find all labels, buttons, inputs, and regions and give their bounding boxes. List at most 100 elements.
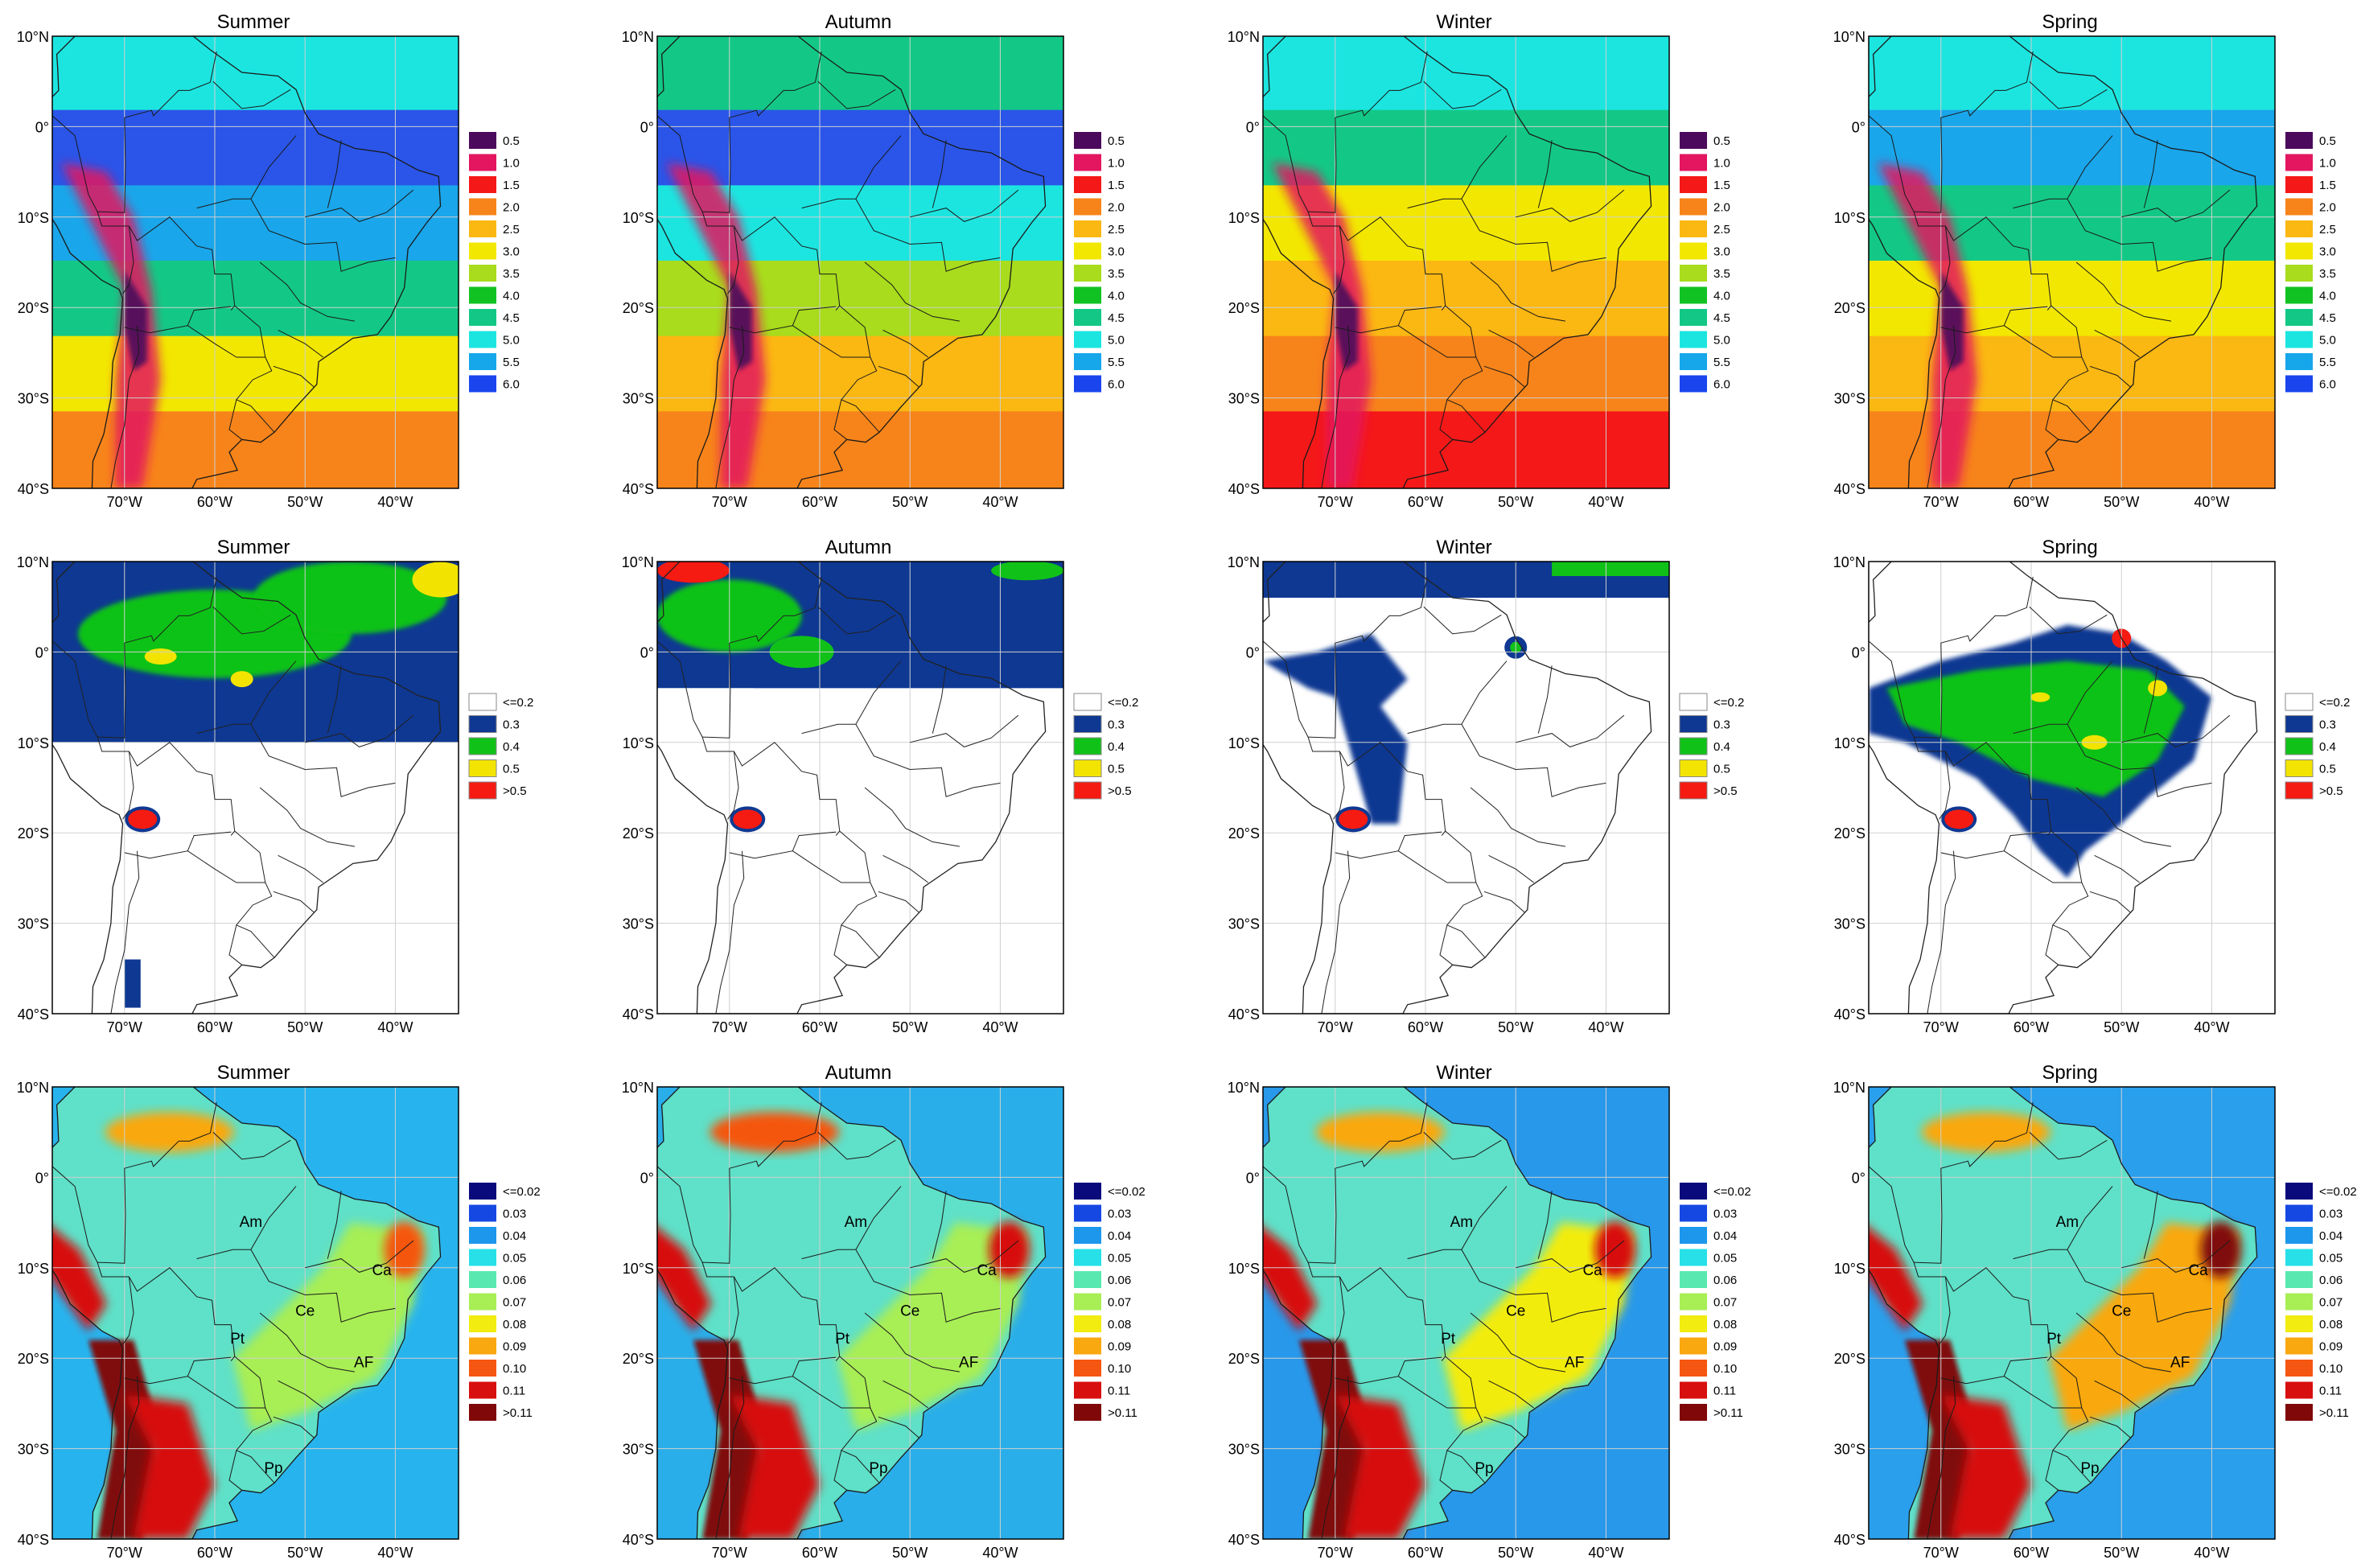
legend-swatch: [1074, 220, 1101, 237]
legend-label: 3.0: [1713, 245, 1730, 259]
legend-swatch: [1680, 1381, 1707, 1399]
legend-label: 0.03: [2319, 1208, 2343, 1221]
region-label: AF: [959, 1354, 978, 1371]
border-line: [1927, 1376, 1956, 1539]
lat-tick-label: 10°S: [1228, 735, 1260, 751]
legend-label: 0.05: [1713, 1252, 1737, 1266]
lon-tick-label: 40°W: [377, 1545, 413, 1561]
map-frame: [1262, 1086, 1670, 1540]
legend-label: 0.05: [2319, 1252, 2343, 1266]
shading-area: [1443, 1222, 1634, 1431]
panel-title: Summer: [217, 11, 290, 33]
legend: <=0.2 0.3 0.4 0.5 >0.5: [1073, 693, 1138, 800]
border-line: [910, 1240, 1019, 1273]
border-line: [1423, 80, 1502, 109]
shading-area: [144, 648, 177, 665]
border-line: [124, 1101, 217, 1216]
border-line: [110, 850, 140, 1014]
lon-tick-label: 70°W: [107, 494, 142, 510]
legend-swatch: [469, 1315, 496, 1332]
legend: 0.5 1.0 1.5 2.0 2.5 3.0 3.5 4.0 4.5 5.0 5.5 6.0: [1680, 132, 1730, 393]
shading-band: [52, 335, 459, 415]
legend-label: >0.5: [1713, 784, 1738, 798]
border-line: [1488, 1380, 1534, 1409]
border-line: [2029, 606, 2108, 635]
border-line: [878, 891, 919, 913]
map-panel-r3-autumn: Autumn 10°N 0° 10°S 20°S 30°S 40°S 70°W 60°W 50°W…: [622, 1062, 1146, 1561]
border-line: [729, 51, 822, 165]
border-line: [273, 365, 315, 388]
legend-swatch: [469, 1381, 496, 1399]
border-line: [122, 225, 134, 294]
border-line: [801, 661, 902, 735]
border-line: [910, 714, 1019, 747]
legend-label: 1.5: [503, 179, 520, 192]
legend-label: 5.0: [2319, 334, 2336, 348]
legend: 0.5 1.0 1.5 2.0 2.5 3.0 3.5 4.0 4.5 5.0 5.5 6.0: [1074, 132, 1125, 393]
border-line: [250, 199, 396, 272]
shading-area: [1594, 1221, 1635, 1278]
border-line: [1398, 1376, 1476, 1409]
panel-title: Summer: [217, 537, 290, 558]
border-line: [715, 1376, 745, 1539]
border-line: [305, 189, 414, 222]
legend-label: 2.0: [1108, 201, 1125, 215]
coastline: [1869, 36, 2258, 488]
border-line: [250, 1249, 396, 1323]
legend-swatch: [1680, 132, 1707, 149]
legend-swatch: [469, 1337, 496, 1355]
legend-label: 1.5: [1108, 179, 1125, 192]
border-line: [1869, 115, 1915, 212]
legend-label: 0.11: [1108, 1385, 1130, 1398]
legend-label: 4.5: [1108, 311, 1125, 325]
legend-label: 6.0: [503, 378, 520, 392]
legend-swatch: [468, 693, 497, 711]
shading-band: [1869, 36, 2275, 113]
legend-label: 1.0: [2319, 157, 2336, 171]
legend-label: 0.3: [1108, 718, 1125, 732]
legend-label: 1.0: [503, 157, 520, 171]
map-frame: [51, 561, 459, 1014]
border-line: [910, 189, 1019, 222]
lat-tick-label: 20°S: [1834, 300, 1865, 316]
legend-label: 1.5: [1713, 179, 1730, 192]
border-line: [273, 891, 315, 913]
shading-area: [1263, 1228, 1318, 1331]
legend-swatch: [1680, 286, 1707, 304]
legend-label: 4.0: [1713, 290, 1730, 303]
border-line: [2143, 140, 2158, 208]
shading-band: [52, 109, 459, 189]
legend-swatch: [1074, 353, 1101, 370]
lat-tick-label: 10°N: [17, 554, 49, 570]
legend-label: 3.5: [2319, 267, 2336, 281]
map-panel-r1-autumn: Autumn 10°N 0° 10°S 20°S 30°S 40°S 70°W 60°W 50°W…: [622, 11, 1125, 510]
map-panel-r1-spring: Spring 10°N 0° 10°S 20°S 30°S 40°S 70°W 60°W 50°W…: [1833, 11, 2336, 510]
legend-swatch: [2285, 132, 2313, 149]
border-line: [1398, 850, 1476, 883]
border-line: [855, 199, 1001, 272]
border-line: [2089, 365, 2131, 388]
border-line: [2045, 924, 2059, 965]
gridlines: [1869, 1087, 2275, 1539]
border-line: [52, 640, 98, 738]
legend-swatch: [1074, 176, 1101, 193]
region-label: Ce: [1506, 1303, 1525, 1319]
border-line: [1263, 1166, 1309, 1263]
border-line: [2089, 891, 2131, 913]
shading-area: [124, 959, 141, 1008]
lat-tick-label: 10°N: [622, 1080, 654, 1096]
border-line: [839, 1356, 880, 1484]
border-line: [932, 140, 947, 208]
gridlines: [52, 36, 459, 488]
legend-label: 0.11: [503, 1385, 525, 1398]
legend-label: 2.5: [2319, 223, 2336, 237]
region-label: Am: [1450, 1214, 1474, 1231]
legend-swatch: [1680, 242, 1707, 260]
hotspot: [1944, 809, 1974, 829]
legend-label: >0.5: [2319, 784, 2343, 798]
border-line: [2004, 850, 2082, 883]
legend-label: >0.11: [503, 1406, 533, 1420]
legend-label: 0.03: [1108, 1208, 1131, 1221]
lat-tick-label: 0°: [35, 1170, 49, 1186]
lat-tick-label: 30°S: [18, 1442, 49, 1458]
